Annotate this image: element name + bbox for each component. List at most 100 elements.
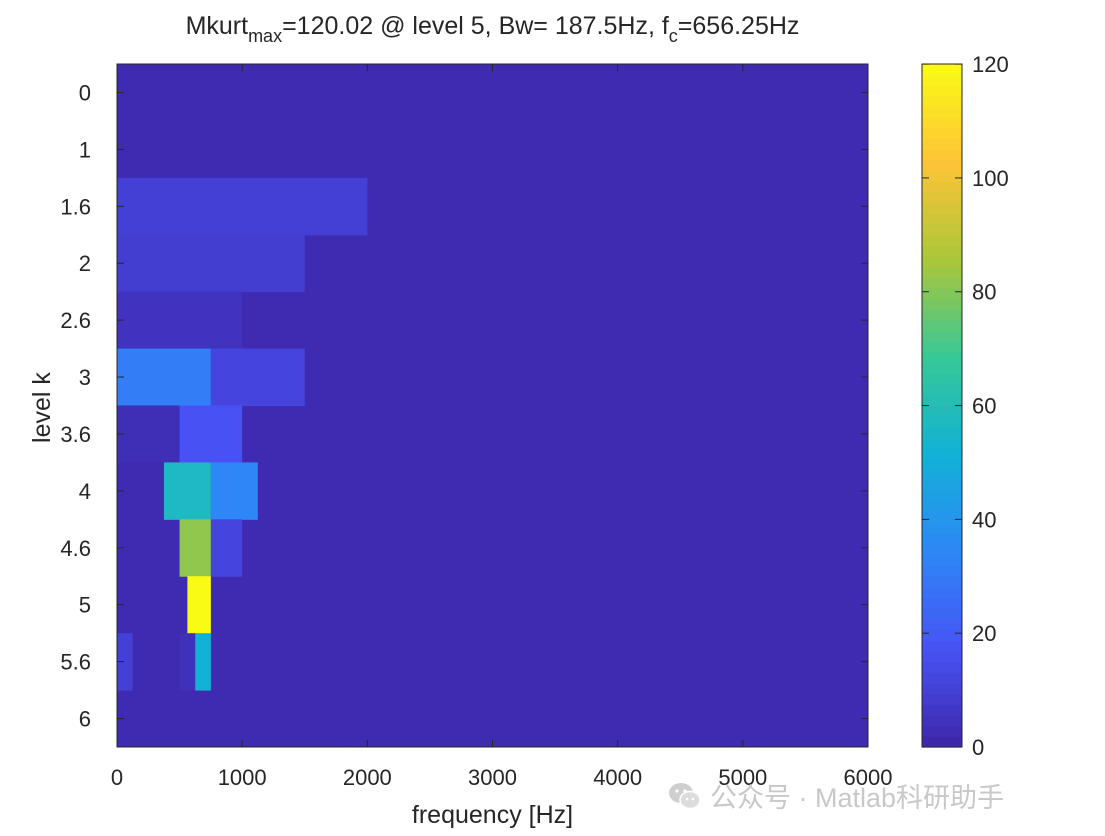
colorbar-band <box>922 576 962 588</box>
x-tick-label: 3000 <box>468 765 517 790</box>
colorbar-band <box>922 256 962 268</box>
colorbar-band <box>922 213 962 225</box>
colorbar-band <box>922 629 962 641</box>
heatmap-cell <box>210 348 305 406</box>
colorbar-band <box>922 149 962 161</box>
colorbar-band <box>922 224 962 236</box>
y-tick-label: 2 <box>79 251 91 276</box>
colorbar-band <box>922 448 962 460</box>
watermark-text: 公众号 · Matlab科研助手 <box>710 783 1005 813</box>
colorbar-band <box>922 469 962 481</box>
x-tick-label: 2000 <box>343 765 392 790</box>
colorbar-band <box>922 117 962 129</box>
heatmap-cell <box>179 405 243 463</box>
colorbar-tick-label: 100 <box>972 166 1009 191</box>
x-axis-label: frequency [Hz] <box>412 801 573 829</box>
colorbar-band <box>922 682 962 695</box>
colorbar-band <box>922 437 962 449</box>
colorbar-band <box>922 490 962 503</box>
heatmap-cell <box>117 177 368 236</box>
colorbar-band <box>922 650 962 663</box>
colorbar-band <box>922 416 962 428</box>
plot-area: 0 1 1.6 2 2.6 3 3.6 4 4.6 5 5.6 6 0 1000 2000 3000 4000 5… <box>28 63 893 829</box>
heatmap-cell <box>187 576 211 634</box>
y-tick-label: 4.6 <box>60 536 91 561</box>
heatmap-cell <box>195 633 211 691</box>
colorbar-band <box>922 394 962 407</box>
x-tick-label: 6000 <box>844 765 893 790</box>
colorbar-band <box>922 618 962 631</box>
colorbar-band <box>922 96 962 108</box>
colorbar-band <box>922 693 962 705</box>
colorbar-band <box>922 544 962 556</box>
title-mkurt: Mkurt <box>185 12 249 40</box>
y-tick-label: 1.6 <box>60 194 91 219</box>
colorbar-band <box>922 554 962 567</box>
colorbar-band <box>922 458 962 471</box>
colorbar-band <box>922 522 962 535</box>
colorbar-band <box>922 138 962 150</box>
y-axis-label: level k <box>28 372 56 443</box>
colorbar-tick-label: 80 <box>972 280 996 305</box>
colorbar-band <box>922 405 962 417</box>
colorbar-band <box>922 245 962 257</box>
wechat-icon <box>669 782 701 809</box>
colorbar-tick-label: 120 <box>972 52 1009 77</box>
colorbar-band <box>922 672 962 684</box>
heatmap-cell <box>117 234 305 293</box>
colorbar-tick-label: 0 <box>972 735 984 760</box>
y-tick-label: 0 <box>79 80 91 105</box>
colorbar-band <box>922 85 962 97</box>
colorbar-band <box>922 640 962 652</box>
title-tail: =656.25Hz <box>677 12 800 40</box>
heatmap-cell <box>210 519 243 577</box>
colorbar-band <box>922 565 962 577</box>
y-tick-label: 2.6 <box>60 308 91 333</box>
colorbar-band <box>922 170 962 182</box>
x-tick-label: 0 <box>111 765 123 790</box>
colorbar-band <box>922 277 962 289</box>
colorbar-band <box>922 362 962 375</box>
heatmap-cell <box>117 348 211 406</box>
colorbar-band <box>922 64 962 76</box>
colorbar-band <box>922 533 962 545</box>
heatmap-cell <box>163 462 211 520</box>
colorbar-band <box>922 106 962 118</box>
chart-title: Mkurtmax=120.02 @ level 5, Bw= 187.5Hz, … <box>0 12 985 45</box>
y-tick-label: 5 <box>79 593 91 618</box>
colorbar-band <box>922 320 962 332</box>
x-tick-label: 1000 <box>218 765 267 790</box>
colorbar-band <box>922 288 962 300</box>
watermark: 公众号 · Matlab科研助手 <box>668 776 1004 815</box>
colorbar-band <box>922 309 962 321</box>
y-tick-label: 3 <box>79 365 91 390</box>
colorbar-tick-label: 20 <box>972 621 996 646</box>
heatmap-cell <box>179 519 211 577</box>
colorbar-band <box>922 714 962 727</box>
colorbar-band <box>922 192 962 204</box>
y-tick-label: 1 <box>79 137 91 162</box>
colorbar-band <box>922 74 962 86</box>
colorbar-band <box>922 501 962 513</box>
heatmap-cell <box>117 405 180 463</box>
title-body: =120.02 @ level 5, Bw= 187.5Hz, f <box>282 12 669 40</box>
colorbar-band <box>922 597 962 609</box>
heatmap-cell <box>179 633 196 691</box>
heatmap-cell <box>210 462 258 520</box>
colorbar-tick-label: 60 <box>972 394 996 419</box>
y-tick-label: 3.6 <box>60 422 91 447</box>
colorbar-band <box>922 352 962 364</box>
colorbar-band <box>922 234 962 247</box>
colorbar-band <box>922 330 962 343</box>
colorbar-band <box>922 661 962 673</box>
colorbar-band <box>922 608 962 620</box>
colorbar-band <box>922 725 962 737</box>
colorbar-band <box>922 704 962 716</box>
colorbar-band <box>922 341 962 353</box>
colorbar-band <box>922 298 962 311</box>
colorbar-band <box>922 480 962 492</box>
colorbar-band <box>922 181 962 193</box>
colorbar-band <box>922 128 962 140</box>
